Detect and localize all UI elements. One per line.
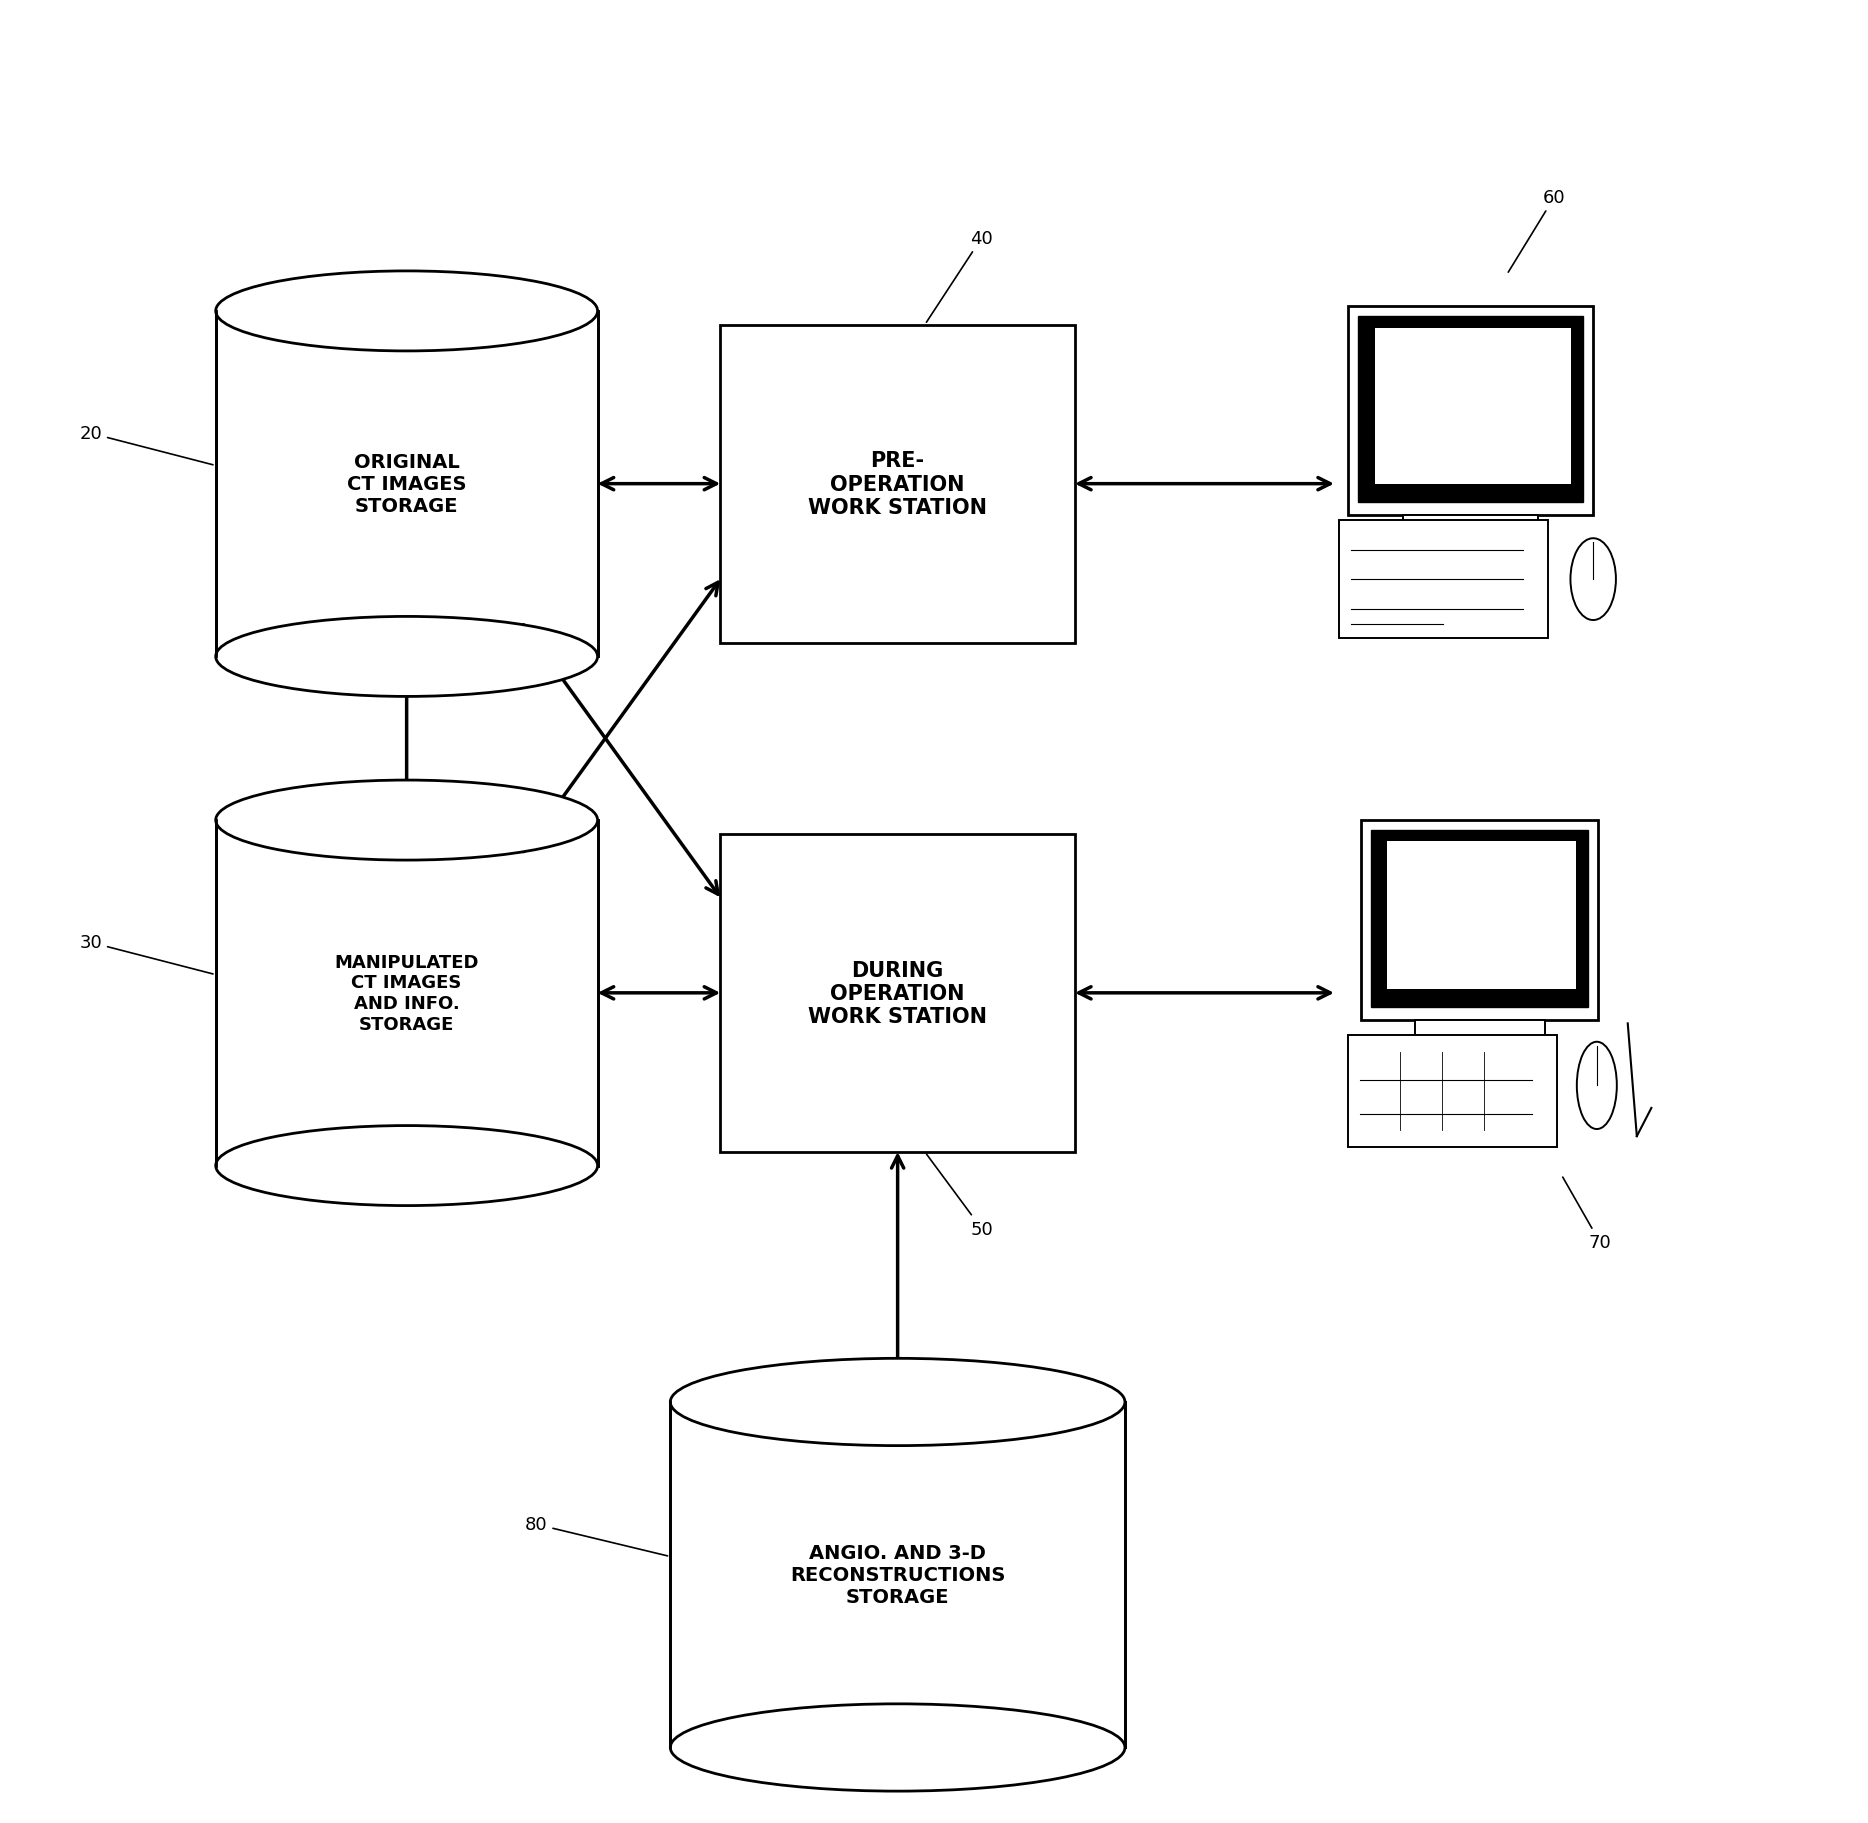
Text: 30: 30 [78, 933, 213, 975]
Text: ORIGINAL
CT IMAGES
STORAGE: ORIGINAL CT IMAGES STORAGE [347, 452, 467, 516]
Text: DURING
OPERATION
WORK STATION: DURING OPERATION WORK STATION [809, 961, 986, 1026]
Ellipse shape [215, 780, 598, 860]
Bar [1371, 829, 1588, 1008]
Ellipse shape [1577, 1043, 1618, 1130]
Text: 40: 40 [927, 230, 994, 323]
Text: PRE-
OPERATION
WORK STATION: PRE- OPERATION WORK STATION [809, 452, 986, 518]
Bar [215, 312, 598, 656]
Bar [215, 820, 598, 1167]
Bar [1347, 1035, 1556, 1148]
Bar [721, 835, 1074, 1152]
Bar [671, 1402, 1125, 1748]
Text: MANIPULATED
CT IMAGES
AND INFO.
STORAGE: MANIPULATED CT IMAGES AND INFO. STORAGE [334, 953, 478, 1034]
Bar [1403, 516, 1537, 538]
Bar [1375, 330, 1571, 485]
Text: 20: 20 [78, 425, 213, 465]
Ellipse shape [671, 1705, 1125, 1792]
Bar [1358, 317, 1584, 503]
Bar [1362, 820, 1597, 1021]
Bar [1414, 1021, 1545, 1043]
Ellipse shape [215, 272, 598, 352]
Text: 50: 50 [927, 1154, 994, 1238]
Bar [721, 324, 1074, 644]
Text: ANGIO. AND 3-D
RECONSTRUCTIONS
STORAGE: ANGIO. AND 3-D RECONSTRUCTIONS STORAGE [790, 1544, 1005, 1606]
Ellipse shape [671, 1358, 1125, 1446]
Bar [1388, 842, 1577, 990]
Ellipse shape [215, 616, 598, 696]
Bar [1347, 308, 1593, 516]
Ellipse shape [215, 1127, 598, 1207]
Text: 80: 80 [525, 1515, 667, 1557]
Bar [1339, 521, 1549, 638]
Text: 70: 70 [1564, 1178, 1612, 1252]
Ellipse shape [1571, 540, 1616, 620]
Text: 60: 60 [1507, 190, 1565, 273]
